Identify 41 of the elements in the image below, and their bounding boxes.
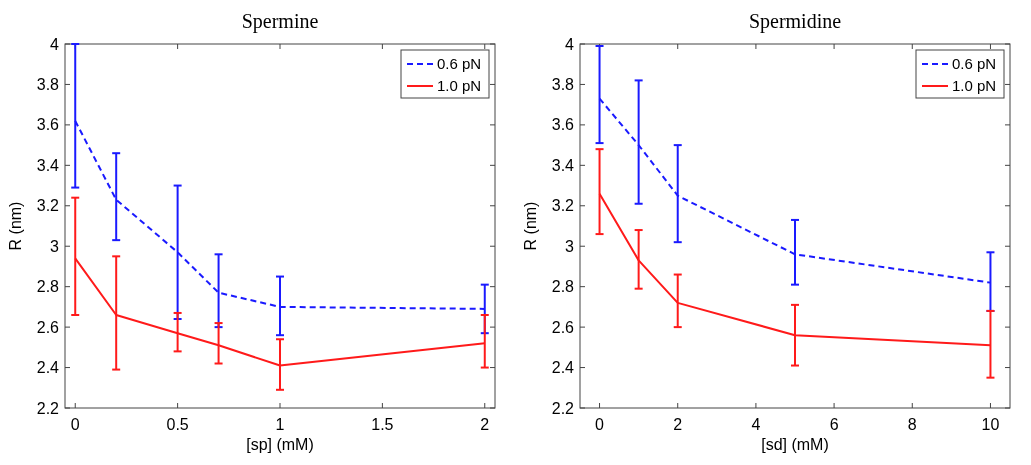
y-tick-label: 3.8 [551, 76, 575, 94]
legend-label: 0.6 pN [952, 55, 997, 73]
x-axis-title: [sp] (mM) [246, 436, 314, 453]
y-tick-label: 3.6 [36, 116, 60, 134]
y-tick-label: 2.2 [36, 399, 60, 417]
x-tick-label: 2 [480, 416, 490, 433]
x-tick-label: 1.5 [371, 416, 394, 433]
y-tick-label: 2.8 [36, 278, 60, 296]
y-tick-label: 2.8 [551, 278, 575, 296]
y-tick-label: 3.4 [36, 156, 60, 174]
y-tick-label: 2.2 [551, 399, 575, 417]
x-tick-label: 1 [275, 416, 285, 433]
y-tick-label: 3 [50, 237, 60, 255]
y-axis-title: R (nm) [7, 201, 24, 251]
x-tick-label: 0.5 [166, 416, 189, 433]
legend-label: 1.0 pN [952, 77, 997, 95]
x-tick-label: 2 [673, 416, 683, 433]
x-tick-label: 0 [70, 416, 80, 433]
y-tick-label: 4 [565, 35, 575, 53]
y-tick-label: 2.6 [36, 318, 60, 336]
y-tick-label: 3 [565, 237, 575, 255]
y-tick-label: 2.4 [36, 359, 60, 377]
y-tick-label: 3.2 [36, 197, 60, 215]
y-tick-label: 2.6 [551, 318, 575, 336]
y-tick-label: 4 [50, 35, 60, 53]
x-tick-label: 10 [981, 416, 1000, 433]
x-tick-label: 4 [751, 416, 761, 433]
x-axis-title: [sd] (mM) [761, 436, 829, 453]
chart-title: Spermine [241, 10, 319, 33]
chart-title: Spermidine [748, 10, 842, 33]
x-tick-label: 0 [595, 416, 605, 433]
y-tick-label: 3.4 [551, 156, 575, 174]
y-tick-label: 3.2 [551, 197, 575, 215]
legend-label: 0.6 pN [437, 55, 482, 73]
y-tick-label: 2.4 [551, 359, 575, 377]
x-tick-label: 6 [829, 416, 839, 433]
y-tick-label: 3.6 [551, 116, 575, 134]
x-tick-label: 8 [907, 416, 917, 433]
legend-label: 1.0 pN [437, 77, 482, 95]
y-tick-label: 3.8 [36, 76, 60, 94]
y-axis-title: R (nm) [522, 201, 539, 251]
